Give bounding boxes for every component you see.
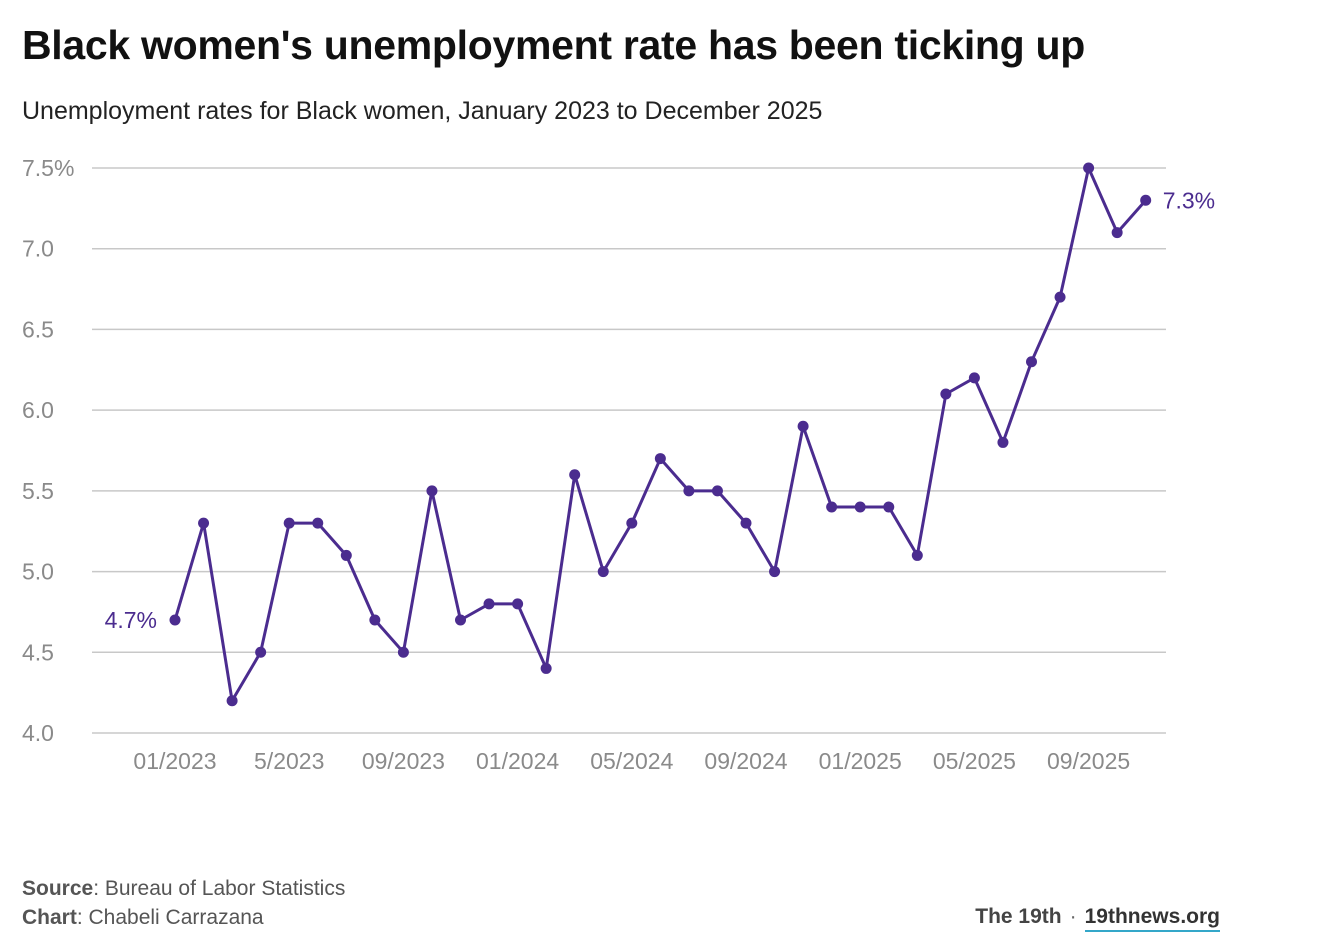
x-tick-label: 01/2023 bbox=[133, 748, 216, 774]
data-point bbox=[883, 501, 895, 513]
data-point bbox=[226, 695, 238, 707]
site-link[interactable]: 19thnews.org bbox=[1084, 905, 1220, 932]
x-tick-label: 09/2025 bbox=[1047, 748, 1130, 774]
data-point bbox=[540, 662, 552, 674]
data-point bbox=[340, 549, 352, 561]
chart-value: : Chabeli Carrazana bbox=[76, 906, 264, 929]
data-point bbox=[283, 517, 295, 529]
line-chart: 4.04.55.05.56.06.57.07.5% 01/2023 5/2023 0… bbox=[22, 155, 1216, 774]
y-tick-label: 4.5 bbox=[22, 639, 54, 665]
annotations: 4.7% 7.3% bbox=[105, 187, 1216, 633]
data-point bbox=[198, 517, 210, 529]
data-point bbox=[797, 420, 809, 432]
data-point bbox=[968, 372, 980, 384]
x-tick-label: 05/2024 bbox=[590, 748, 673, 774]
data-point bbox=[1054, 291, 1066, 303]
data-point bbox=[940, 388, 952, 400]
data-point bbox=[426, 485, 438, 497]
data-point bbox=[369, 614, 381, 626]
x-tick-label: 05/2025 bbox=[933, 748, 1016, 774]
chart-credit-line: Chart: Chabeli Carrazana bbox=[22, 903, 345, 932]
data-point bbox=[597, 566, 609, 578]
value-annotation: 7.3% bbox=[1163, 187, 1215, 213]
brand-separator: · bbox=[1069, 905, 1077, 928]
data-point bbox=[769, 566, 781, 578]
data-point bbox=[312, 517, 324, 529]
data-point bbox=[911, 549, 923, 561]
x-tick-label: 09/2023 bbox=[362, 748, 445, 774]
y-tick-label: 7.0 bbox=[22, 236, 54, 262]
data-point bbox=[683, 485, 695, 497]
y-tick-label: 6.5 bbox=[22, 316, 54, 342]
data-point bbox=[255, 646, 267, 658]
footer-branding: The 19th · 19thnews.org bbox=[975, 905, 1220, 932]
data-point bbox=[169, 614, 181, 626]
x-tick-label: 5/2023 bbox=[254, 748, 324, 774]
data-point bbox=[1111, 227, 1123, 239]
data-point bbox=[654, 453, 666, 465]
x-axis-ticks: 01/2023 5/2023 09/2023 01/2024 05/2024 09/202… bbox=[133, 748, 1130, 774]
data-point bbox=[826, 501, 838, 513]
y-axis-ticks: 4.0 4.5 5.0 5.5 6.0 6.5 7.0 7.5% bbox=[22, 155, 74, 746]
data-point bbox=[483, 598, 495, 610]
series-points bbox=[169, 162, 1152, 707]
source-value: : Bureau of Labor Statistics bbox=[93, 877, 346, 900]
source-line: Source: Bureau of Labor Statistics bbox=[22, 874, 345, 903]
brand-name: The 19th bbox=[975, 905, 1062, 928]
y-tick-label: 5.5 bbox=[22, 478, 54, 504]
data-point bbox=[1083, 162, 1095, 174]
x-tick-label: 01/2024 bbox=[476, 748, 559, 774]
y-tick-label: 5.0 bbox=[22, 559, 54, 585]
data-point bbox=[397, 646, 409, 658]
chart-title: Black women's unemployment rate has been… bbox=[22, 22, 1085, 68]
data-point bbox=[1026, 356, 1037, 368]
chart-subtitle: Unemployment rates for Black women, Janu… bbox=[22, 97, 823, 125]
series-line bbox=[173, 166, 1147, 703]
data-point bbox=[711, 485, 723, 497]
data-point bbox=[1140, 194, 1152, 206]
y-tick-label: 4.0 bbox=[22, 720, 54, 746]
x-tick-label: 09/2024 bbox=[704, 748, 787, 774]
value-annotation: 4.7% bbox=[105, 607, 157, 633]
x-tick-label: 01/2025 bbox=[819, 748, 902, 774]
data-point bbox=[626, 517, 638, 529]
data-point bbox=[512, 598, 524, 610]
series-line-path bbox=[173, 166, 1147, 703]
data-point bbox=[455, 614, 466, 626]
data-point bbox=[740, 517, 752, 529]
y-tick-label: 6.0 bbox=[22, 397, 54, 423]
data-point bbox=[997, 436, 1009, 448]
source-label: Source bbox=[22, 877, 94, 900]
footer-credits: Source: Bureau of Labor Statistics Chart… bbox=[22, 874, 345, 932]
y-tick-label: 7.5% bbox=[22, 155, 74, 181]
data-point bbox=[854, 501, 866, 513]
chart-label: Chart bbox=[22, 906, 77, 929]
data-point bbox=[569, 469, 581, 481]
gridlines bbox=[92, 167, 1166, 734]
